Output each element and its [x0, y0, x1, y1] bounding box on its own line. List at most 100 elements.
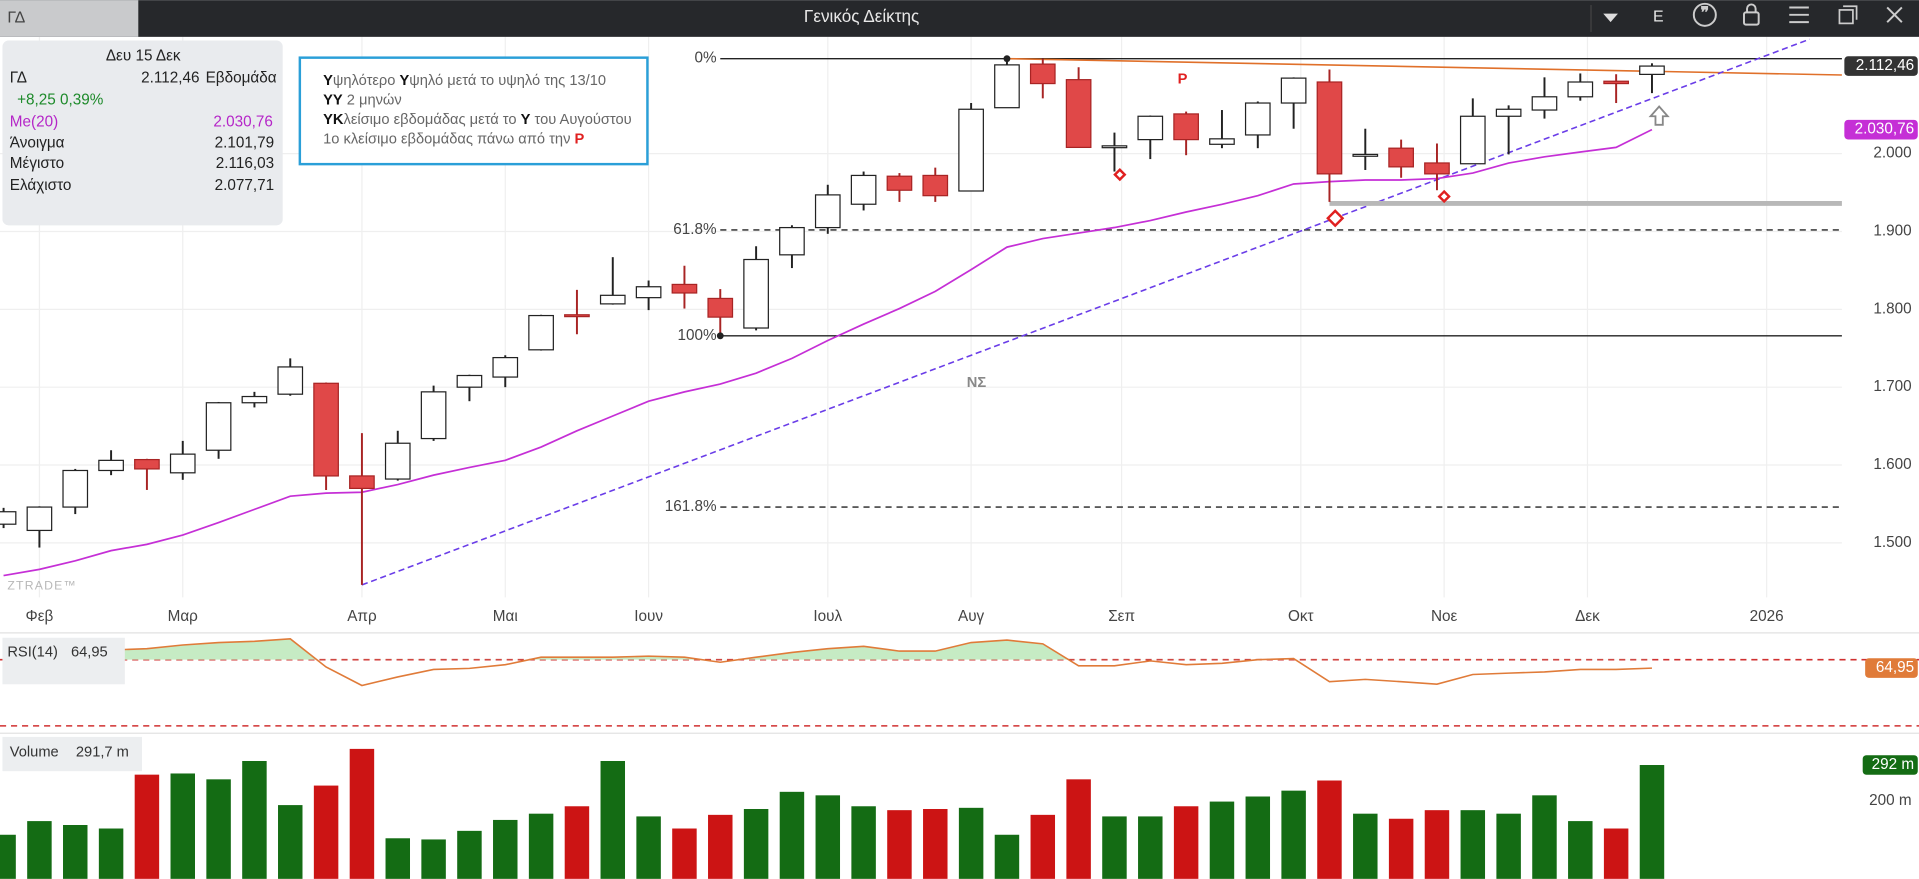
volume-bar	[1388, 818, 1414, 879]
x-tick-label: Ιουν	[634, 608, 663, 625]
info-row-value: 2.116,03	[216, 155, 274, 172]
legend-lines: Υψηλότερο Υψηλό μετά το υψηλό της 13/10Υ…	[323, 73, 632, 148]
candle-body	[743, 258, 769, 329]
info-row-value: 2.077,71	[215, 177, 274, 194]
volume-bar	[278, 805, 303, 879]
candle-body	[1639, 65, 1665, 75]
rsi-last-box	[1865, 658, 1918, 678]
candle-body	[492, 356, 519, 378]
quote-button[interactable]	[1692, 2, 1717, 27]
legend-segment: Υ	[323, 73, 333, 89]
x-tick-label: Δεκ	[1575, 608, 1600, 625]
volume-bar	[170, 773, 195, 879]
symbol-tab[interactable]	[0, 0, 139, 37]
menu-button[interactable]	[1789, 6, 1809, 24]
header-bar	[0, 0, 1919, 37]
legend-line: ΥΚλείσιμο εβδομάδας μετά το Υ του Αυγούσ…	[323, 112, 632, 128]
candle-body	[1209, 138, 1235, 145]
candle-body	[1280, 77, 1307, 104]
candle-body	[1065, 79, 1092, 149]
fib-anchor	[1003, 55, 1011, 63]
candle-body	[1029, 63, 1056, 85]
volume-bar	[743, 808, 769, 879]
fib-label: 61.8%	[673, 221, 717, 238]
volume-bar	[636, 816, 661, 879]
dropdown-button[interactable]	[1603, 13, 1618, 23]
volume-last-label: 292 m	[1872, 756, 1914, 773]
volume-bar	[493, 819, 518, 879]
legend-segment: 2 μηνών	[343, 92, 402, 108]
candle-body	[1173, 113, 1199, 141]
candle-body	[420, 391, 447, 440]
watermark: ZTRADE™	[7, 579, 77, 593]
candle-body	[1424, 162, 1450, 175]
x-tick-label: Μαι	[493, 608, 518, 625]
info-row-value: 2.101,79	[215, 134, 274, 151]
volume-bar	[1173, 806, 1199, 879]
candle-body	[671, 283, 698, 294]
x-tick-label: Νοε	[1431, 608, 1458, 625]
candle-body	[1137, 115, 1164, 141]
volume-bar	[851, 806, 876, 879]
volume-bar	[1532, 795, 1557, 879]
y-tick-label: 1.900	[1873, 223, 1911, 240]
volume-bar	[1424, 810, 1450, 879]
lock-button[interactable]	[1743, 11, 1760, 26]
candle-body	[564, 314, 590, 318]
trendline	[361, 38, 1810, 586]
marker-diamond	[1113, 168, 1127, 182]
volume-bar	[923, 808, 948, 879]
y-tick-label: 1.800	[1873, 300, 1911, 317]
e-button[interactable]: E	[1653, 8, 1664, 25]
legend-line: 1ο κλείσιμο εβδομάδας πάνω από την P	[323, 132, 584, 148]
volume-bar	[528, 813, 554, 879]
volume-last-box	[1862, 755, 1918, 775]
candle-body	[26, 506, 53, 532]
volume-bar	[600, 760, 626, 879]
candle-body	[98, 459, 124, 472]
rsi-title: RSI(14)	[7, 644, 58, 660]
volume-bar	[958, 807, 984, 879]
candle-body	[134, 458, 160, 470]
volume-bar	[1209, 801, 1235, 879]
candle-body	[1459, 115, 1486, 165]
legend-line: ΥΥ 2 μηνών	[323, 92, 402, 108]
x-tick-label: Σεπ	[1108, 608, 1135, 625]
candle-body	[169, 453, 196, 474]
volume-bar	[421, 839, 446, 879]
symbol-tab-label: ΓΔ	[7, 10, 25, 27]
y-tick-label: 2.000	[1873, 145, 1911, 162]
legend-segment: του Αυγούστου	[530, 112, 631, 128]
candle-body	[1352, 153, 1379, 157]
candle-body	[994, 64, 1020, 109]
legend-segment: ΥΚ	[323, 112, 344, 128]
candle-body	[886, 175, 913, 191]
quote-icon: ❞	[1701, 5, 1710, 22]
info-close: 2.112,46	[141, 69, 199, 86]
legend-box	[298, 56, 649, 166]
header-title: Γενικός Δείκτης	[804, 6, 919, 26]
rsi-last-label: 64,95	[1876, 659, 1914, 676]
ma-last-label-box	[1844, 119, 1918, 140]
volume-tick-label: 200 m	[1869, 792, 1911, 809]
rsi-current: 64,95	[71, 644, 108, 660]
y-tick-label: 1.500	[1873, 534, 1911, 551]
candle-body	[850, 174, 877, 205]
marker-diamond	[1326, 209, 1345, 228]
candle-body	[456, 374, 483, 388]
close-button[interactable]	[1886, 6, 1903, 23]
candle-body	[1101, 145, 1128, 149]
ma-line	[3, 128, 1653, 577]
legend-segment: ψηλό μετά το υψηλό της 13/10	[409, 73, 606, 89]
candle-body	[1531, 96, 1558, 111]
candle-body	[384, 442, 411, 480]
info-period: Εβδομάδα	[206, 69, 277, 86]
volume-bar	[779, 791, 805, 879]
info-change: +8,25 0,39%	[17, 92, 104, 109]
volume-bar	[98, 828, 124, 879]
trendline	[1006, 57, 1842, 76]
volume-bar	[1639, 765, 1665, 879]
window-button[interactable]	[1838, 9, 1854, 25]
volume-bar	[242, 760, 267, 879]
fib-label: 161.8%	[665, 498, 717, 515]
